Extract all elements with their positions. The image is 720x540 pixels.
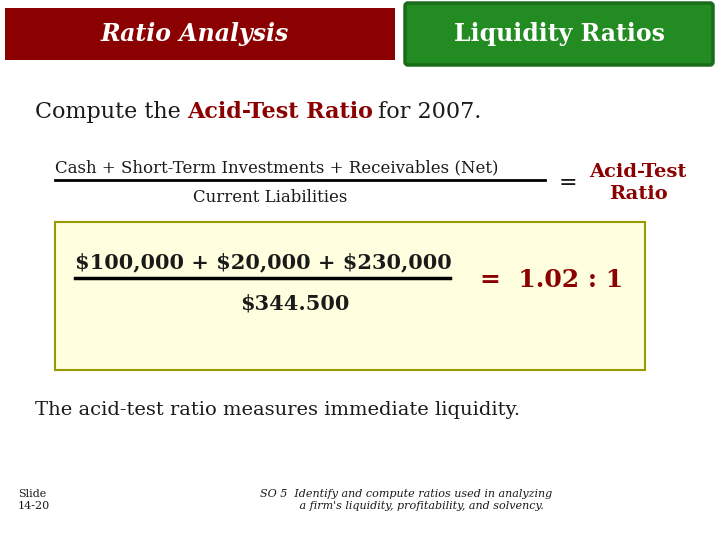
Text: SO 5  Identify and compute ratios used in analyzing
         a firm's liquidity,: SO 5 Identify and compute ratios used in… bbox=[260, 489, 552, 511]
Text: $344.500: $344.500 bbox=[240, 293, 349, 313]
Text: Liquidity Ratios: Liquidity Ratios bbox=[454, 22, 665, 46]
Text: Acid-Test
Ratio: Acid-Test Ratio bbox=[589, 163, 687, 203]
Text: Acid-Test Ratio: Acid-Test Ratio bbox=[187, 101, 373, 123]
Bar bbox=[5, 8, 395, 60]
Text: =  1.02 : 1: = 1.02 : 1 bbox=[480, 268, 623, 292]
Text: for 2007.: for 2007. bbox=[371, 101, 482, 123]
Text: Ratio Analysis: Ratio Analysis bbox=[101, 22, 289, 46]
FancyBboxPatch shape bbox=[55, 222, 645, 370]
Text: =: = bbox=[559, 172, 577, 194]
Text: $100,000 + $20,000 + $230,000: $100,000 + $20,000 + $230,000 bbox=[75, 252, 451, 272]
Text: Slide
14-20: Slide 14-20 bbox=[18, 489, 50, 511]
Text: Cash + Short-Term Investments + Receivables (Net): Cash + Short-Term Investments + Receivab… bbox=[55, 159, 498, 177]
Text: Compute the: Compute the bbox=[35, 101, 188, 123]
FancyBboxPatch shape bbox=[405, 3, 713, 65]
Text: The acid-test ratio measures immediate liquidity.: The acid-test ratio measures immediate l… bbox=[35, 401, 520, 419]
Text: Current Liabilities: Current Liabilities bbox=[193, 190, 347, 206]
